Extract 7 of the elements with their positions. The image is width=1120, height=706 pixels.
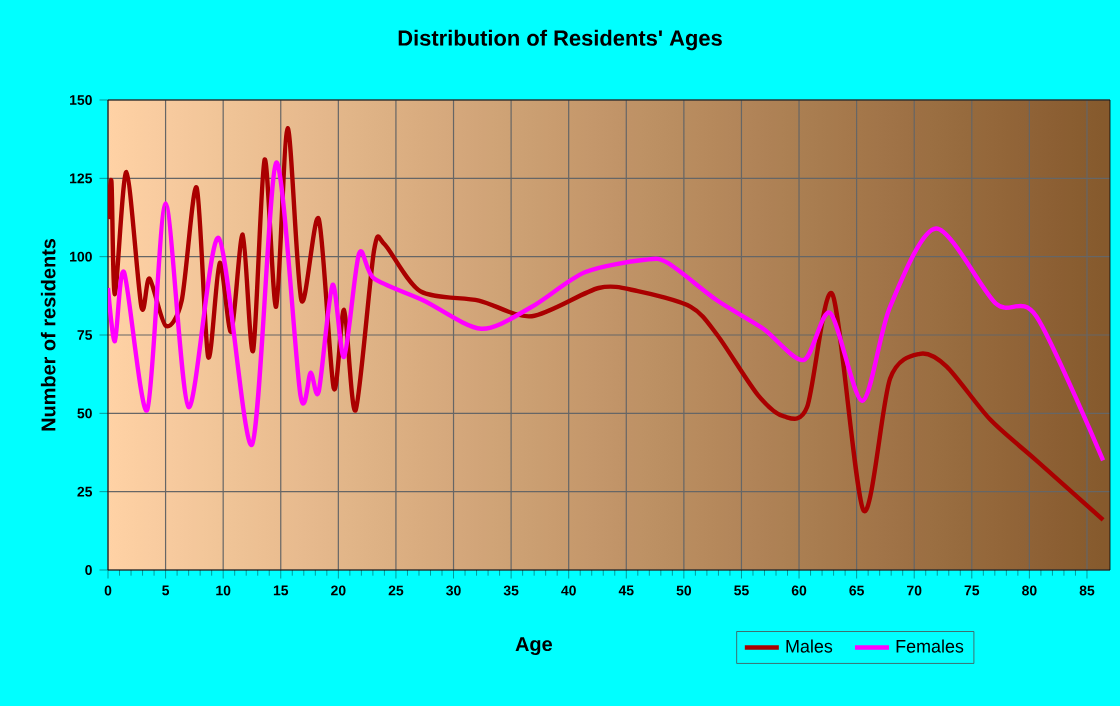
legend-label: Females	[896, 639, 964, 653]
legend-label: Males	[786, 639, 833, 653]
y-axis-title: Number of residents	[40, 238, 56, 431]
line-series	[108, 160, 1106, 463]
chart-title: Distribution of Residents' Ages	[398, 29, 722, 51]
line-series	[108, 126, 1106, 523]
x-axis-title: Age	[515, 637, 552, 656]
